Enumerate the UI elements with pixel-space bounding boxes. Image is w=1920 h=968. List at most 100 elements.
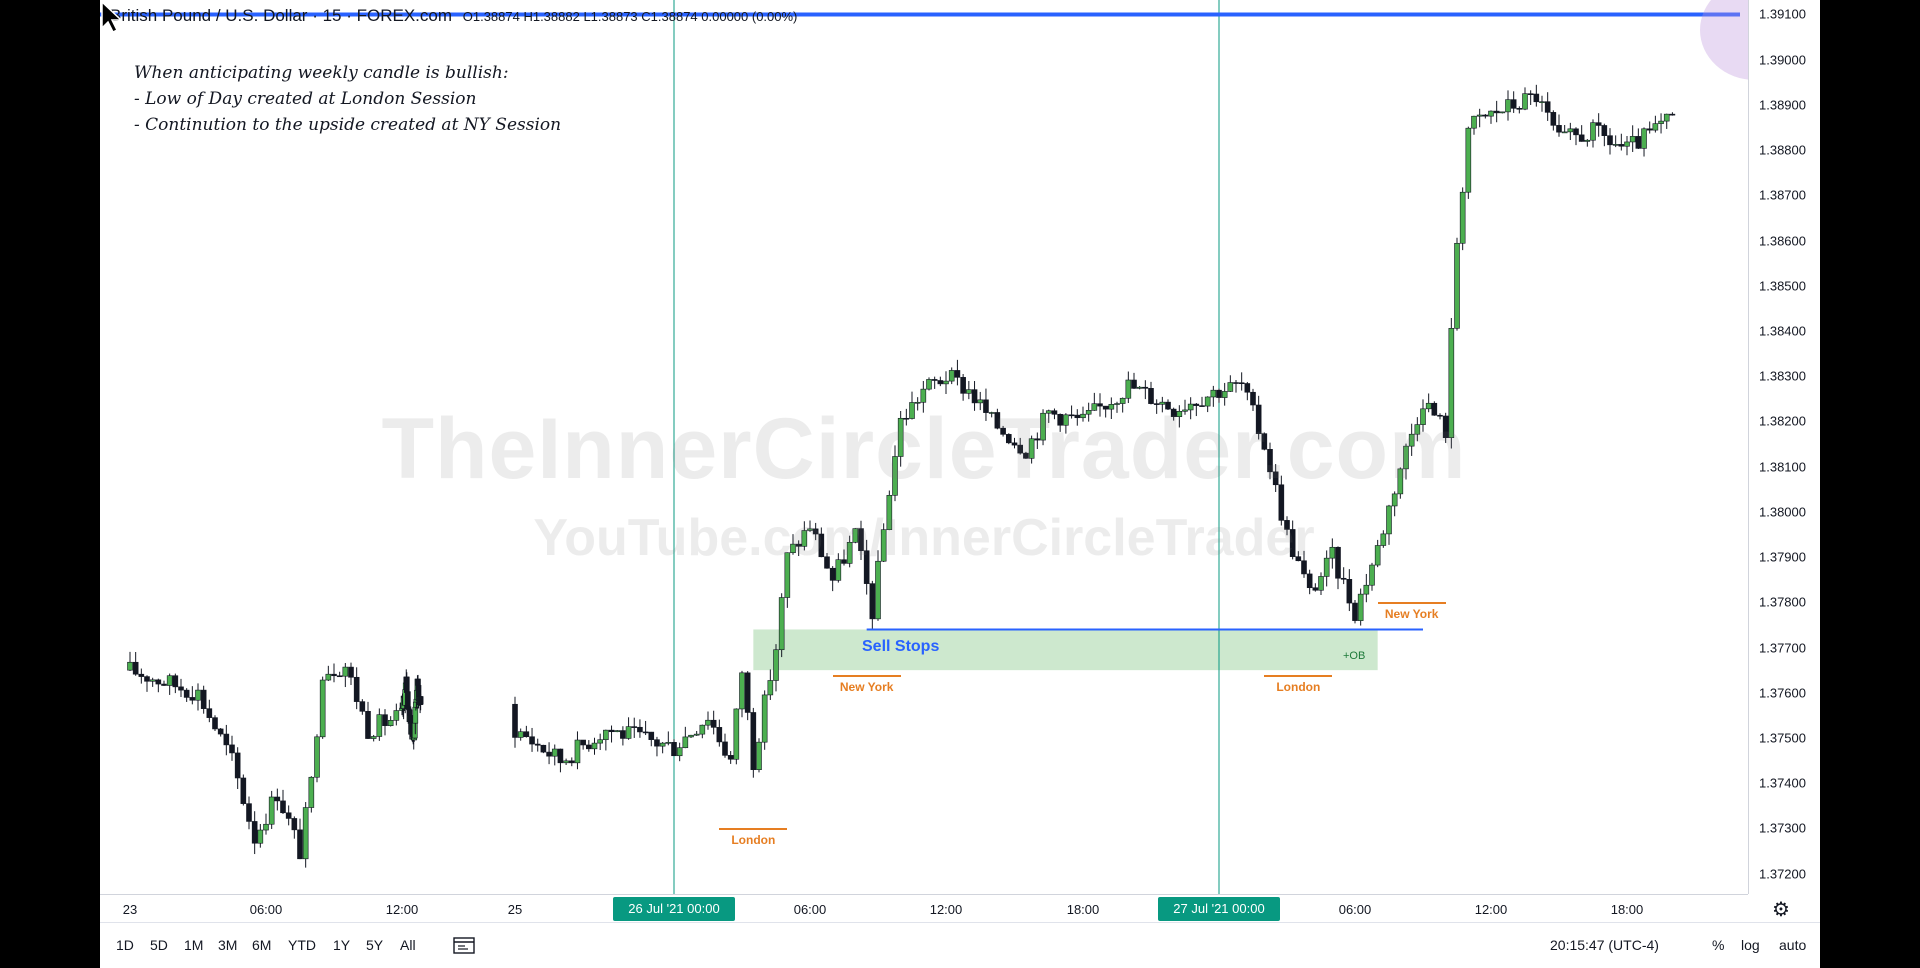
candle-bullish bbox=[1561, 131, 1568, 134]
candle-bullish bbox=[988, 412, 995, 414]
candle-bullish bbox=[1420, 408, 1426, 425]
candle-bearish bbox=[144, 676, 150, 682]
range-3m-button[interactable]: 3M bbox=[218, 937, 238, 953]
range-1y-button[interactable]: 1Y bbox=[333, 937, 351, 953]
candle-bearish bbox=[132, 661, 139, 675]
candle-bearish bbox=[829, 567, 836, 581]
candle-bullish bbox=[195, 689, 201, 701]
candle-bearish bbox=[348, 666, 354, 678]
candle-bearish bbox=[1272, 471, 1279, 486]
candle-bearish bbox=[608, 729, 615, 733]
candle-bearish bbox=[1011, 442, 1018, 446]
candle-bearish bbox=[280, 800, 286, 814]
candle-bearish bbox=[994, 412, 1001, 429]
candle-bearish bbox=[285, 812, 292, 819]
candle-bullish bbox=[563, 760, 569, 764]
session-label[interactable]: New York bbox=[839, 679, 894, 694]
candle-bearish bbox=[359, 701, 366, 712]
chart-app: TheInnerCircleTrader.com YouTube.com/Inn… bbox=[100, 0, 1820, 968]
candle-bearish bbox=[1510, 99, 1517, 109]
candle-bearish bbox=[1289, 529, 1296, 557]
order-block-zone bbox=[753, 629, 1378, 671]
candle-bearish bbox=[580, 739, 586, 746]
candle-bearish bbox=[1238, 382, 1245, 385]
candle-bullish bbox=[149, 679, 156, 682]
sell-stops-label[interactable]: Sell Stops bbox=[862, 638, 940, 655]
session-underline bbox=[719, 828, 788, 831]
x-tick-label: 12:00 bbox=[1474, 902, 1508, 917]
candle-bullish bbox=[1204, 396, 1211, 407]
range-1d-button[interactable]: 1D bbox=[116, 937, 134, 953]
candle-bullish bbox=[1448, 328, 1455, 438]
candle-bearish bbox=[750, 712, 757, 770]
symbol-header[interactable]: British Pound / U.S. Dollar · 15 · FOREX… bbox=[110, 6, 797, 26]
candle-bearish bbox=[1442, 415, 1449, 438]
candle-bearish bbox=[161, 683, 167, 686]
range-ytd-button[interactable]: YTD bbox=[288, 937, 316, 953]
candle-bearish bbox=[903, 417, 910, 420]
candle-bearish bbox=[1312, 587, 1319, 591]
candle-bullish bbox=[1040, 412, 1046, 441]
candle-bearish bbox=[841, 559, 847, 564]
session-label[interactable]: London bbox=[1276, 679, 1321, 694]
y-tick-label: 1.38500 bbox=[1759, 278, 1806, 294]
order-block-label[interactable]: +OB bbox=[1343, 650, 1366, 662]
candle-bearish bbox=[523, 731, 530, 738]
candle-bearish bbox=[297, 829, 303, 860]
candle-bullish bbox=[676, 747, 683, 757]
candlestick-chart[interactable] bbox=[100, 0, 1748, 894]
chart-plot-area[interactable]: TheInnerCircleTrader.com YouTube.com/Inn… bbox=[100, 0, 1748, 894]
candle-bearish bbox=[1142, 386, 1149, 389]
candle-bullish bbox=[1357, 593, 1364, 621]
candle-bearish bbox=[568, 760, 575, 764]
candle-bearish bbox=[654, 739, 660, 747]
candle-bullish bbox=[966, 389, 972, 394]
calendar-icon[interactable] bbox=[453, 936, 475, 954]
price-axis[interactable]: 1.39100 1.39000 1.38900 1.38800 1.38700 1.386… bbox=[1748, 0, 1820, 894]
candle-bullish bbox=[1505, 99, 1511, 113]
candle-bullish bbox=[1318, 576, 1324, 591]
candle-bearish bbox=[534, 743, 541, 746]
range-6m-button[interactable]: 6M bbox=[252, 937, 272, 953]
candle-bullish bbox=[597, 739, 603, 744]
auto-toggle[interactable]: auto bbox=[1779, 937, 1807, 953]
candle-bullish bbox=[1114, 403, 1120, 405]
x-tick-label: 18:00 bbox=[1066, 902, 1100, 917]
candle-bullish bbox=[1425, 402, 1432, 410]
time-axis[interactable]: 23 06:00 12:00 25 26 Jul '21 00:00 06:00… bbox=[100, 894, 1748, 923]
candle-bullish bbox=[551, 748, 558, 757]
candle-bullish bbox=[1397, 468, 1404, 495]
candle-bearish bbox=[234, 752, 241, 779]
gear-icon[interactable]: ⚙ bbox=[1772, 899, 1790, 921]
range-5d-button[interactable]: 5D bbox=[150, 937, 168, 953]
candle-bearish bbox=[274, 796, 281, 802]
candle-bullish bbox=[699, 724, 706, 735]
x-tick-label: 23 bbox=[122, 902, 138, 917]
session-label[interactable]: London bbox=[731, 833, 776, 848]
candle-bullish bbox=[1187, 403, 1194, 411]
range-1m-button[interactable]: 1M bbox=[184, 937, 204, 953]
timezone-clock[interactable]: 20:15:47 (UTC-4) bbox=[1550, 937, 1659, 953]
candle-bullish bbox=[835, 559, 842, 581]
percent-toggle[interactable]: % bbox=[1712, 937, 1725, 953]
annotation-note[interactable]: When anticipating weekly candle is bulli… bbox=[134, 60, 561, 138]
candle-bullish bbox=[880, 529, 887, 562]
candle-bullish bbox=[767, 680, 774, 696]
range-all-button[interactable]: All bbox=[400, 937, 416, 953]
candle-bearish bbox=[1267, 449, 1273, 473]
candle-bullish bbox=[1363, 584, 1370, 595]
candle-bearish bbox=[529, 736, 535, 745]
candle-bullish bbox=[1522, 93, 1528, 110]
candle-bearish bbox=[937, 380, 944, 385]
range-5y-button[interactable]: 5Y bbox=[366, 937, 384, 953]
candle-bearish bbox=[1601, 125, 1608, 136]
symbol-title[interactable]: British Pound / U.S. Dollar · 15 · FOREX… bbox=[110, 6, 452, 25]
candle-bearish bbox=[1306, 573, 1313, 589]
x-tick-label: 06:00 bbox=[793, 902, 827, 917]
session-underline bbox=[1377, 602, 1446, 605]
log-toggle[interactable]: log bbox=[1741, 937, 1760, 953]
session-label[interactable]: New York bbox=[1384, 607, 1439, 622]
candle-bearish bbox=[795, 543, 802, 547]
candle-bullish bbox=[268, 796, 275, 825]
y-tick-label: 1.38400 bbox=[1759, 323, 1806, 339]
